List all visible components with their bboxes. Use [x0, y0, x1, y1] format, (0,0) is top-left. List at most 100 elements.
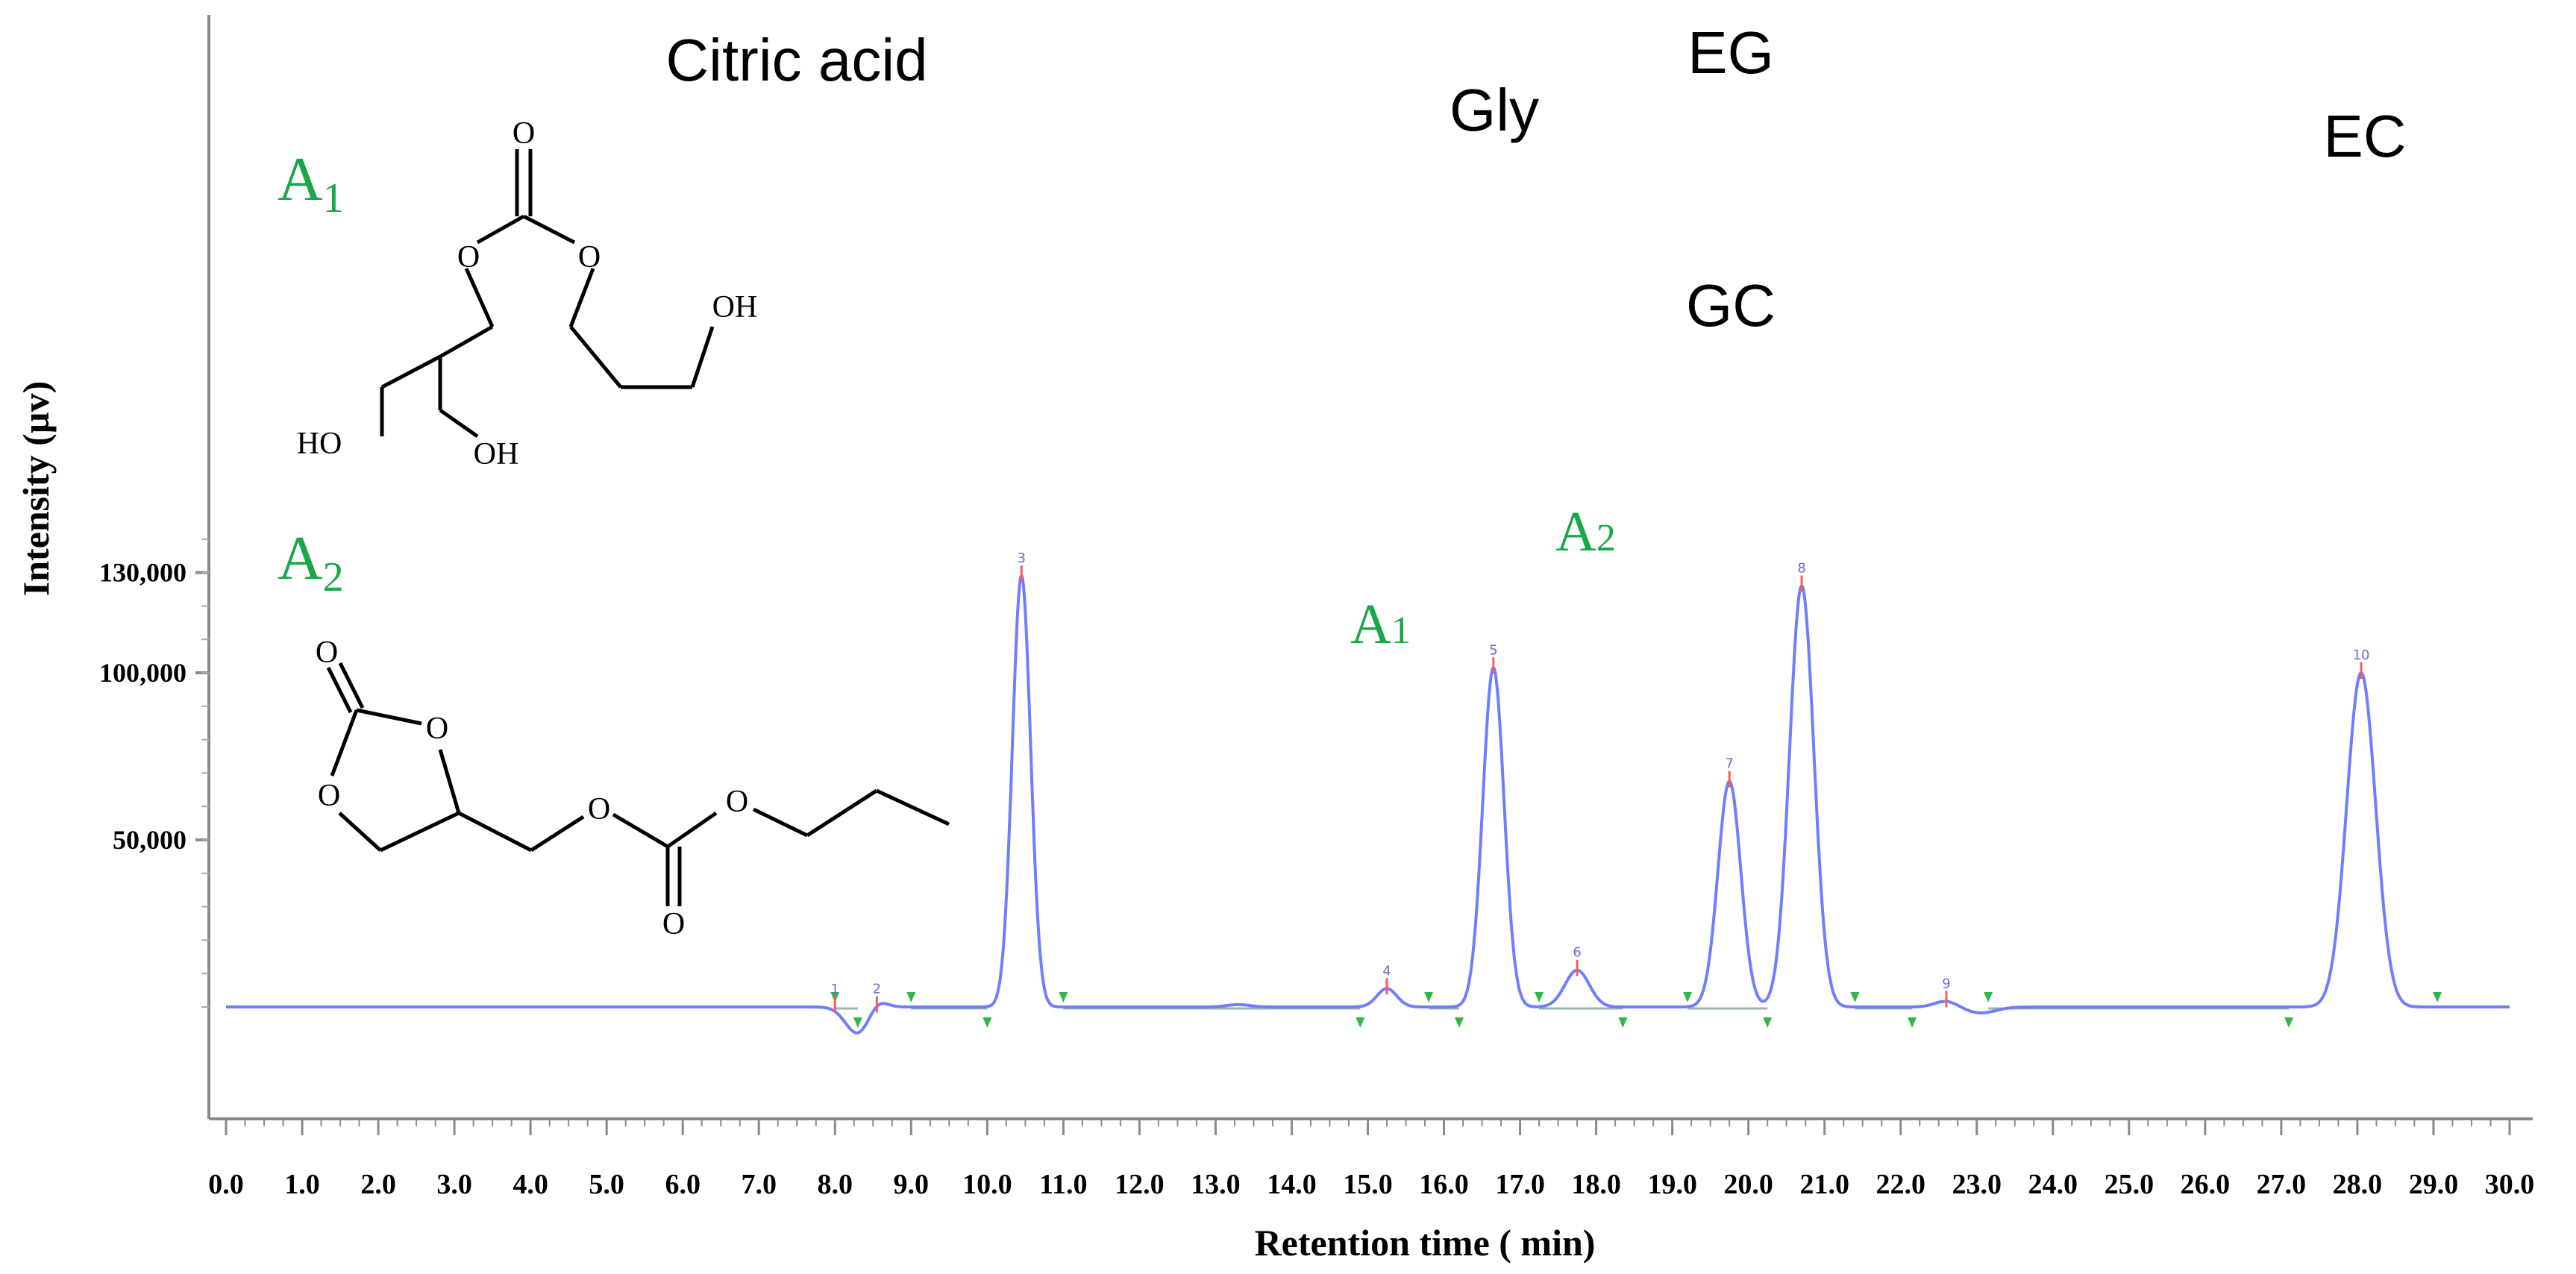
peak-number: 1	[831, 982, 839, 997]
integration-marker	[983, 1017, 992, 1028]
structure-a2-label-sub: 2	[323, 554, 344, 600]
peak-label-a1: A1	[1350, 593, 1411, 656]
x-axis: 0.0 1.0 2.0 3.0 4.0 5.0 6.0 7.0 8.0 9.0 10.0 11.0 12…	[208, 1119, 2534, 1200]
structure-a2-bonds	[326, 662, 950, 906]
integration-markers	[830, 992, 2442, 1028]
x-tick-label: 14.0	[1267, 1169, 1317, 1200]
structure-a2-ring-o-left: O	[318, 779, 340, 813]
x-tick-label: 22.0	[1875, 1169, 1925, 1200]
integration-marker	[1424, 992, 1434, 1002]
structure-a2-carbonyl-o-bottom: O	[662, 907, 685, 941]
structure-a1-ho-left: HO	[297, 427, 342, 461]
structure-a1-label-main: A	[278, 145, 323, 214]
integration-marker	[1984, 992, 1993, 1002]
integration-marker	[1059, 992, 1068, 1002]
x-tick-label: 13.0	[1191, 1169, 1241, 1200]
x-tick-label: 2.0	[360, 1169, 396, 1200]
x-tick-label: 9.0	[894, 1169, 930, 1200]
peak-number: 7	[1725, 756, 1733, 772]
y-axis-title: Intensity (µv)	[15, 381, 57, 597]
x-tick-label: 28.0	[2333, 1169, 2383, 1200]
y-tick-label: 130,000	[99, 558, 187, 588]
x-tick-label: 7.0	[741, 1169, 777, 1200]
x-tick-label: 16.0	[1419, 1169, 1469, 1200]
integration-marker	[2284, 1017, 2294, 1028]
x-tick-label: 0.0	[208, 1169, 244, 1200]
structure-a2-ester-o-1: O	[588, 792, 610, 826]
peak-number: 4	[1382, 963, 1391, 979]
peak-number: 5	[1489, 642, 1497, 658]
structure-a1-ester-o-left: O	[457, 240, 480, 274]
x-tick-label: 8.0	[818, 1169, 853, 1200]
peak-number: 10	[2353, 647, 2370, 663]
structure-a1-oh-mid: OH	[474, 437, 519, 471]
y-axis: 50,000 100,000 130,000	[99, 538, 209, 1008]
x-tick-label: 24.0	[2028, 1169, 2078, 1200]
structure-a2: A2 O O O O O O	[278, 524, 950, 941]
structure-a1-ester-o-right: O	[578, 240, 601, 274]
peak-number: 9	[1942, 976, 1950, 992]
peak-label-a2-main: A	[1555, 501, 1596, 563]
integration-marker	[2433, 992, 2442, 1002]
chromatogram-trace	[226, 574, 2510, 1035]
x-tick-label: 18.0	[1571, 1169, 1621, 1200]
structure-a2-ring-o-right: O	[426, 712, 448, 746]
y-tick-label: 100,000	[99, 658, 187, 688]
structure-a1: A1 O O O OH HO OH	[278, 116, 757, 471]
x-tick-label: 27.0	[2257, 1169, 2307, 1200]
integration-marker	[1763, 1017, 1773, 1028]
structure-a2-carbonyl-o: O	[316, 636, 338, 670]
peak-number: 2	[873, 981, 881, 997]
peak-number: 8	[1797, 561, 1805, 577]
x-tick-label: 23.0	[1952, 1169, 2002, 1200]
integration-marker	[1535, 992, 1544, 1002]
x-tick-label: 25.0	[2105, 1169, 2154, 1200]
x-tick-label: 21.0	[1799, 1169, 1849, 1200]
x-tick-label: 10.0	[962, 1169, 1012, 1200]
peak-label-a1-sub: 1	[1391, 609, 1411, 652]
integration-marker	[853, 1017, 862, 1028]
x-tick-label: 3.0	[436, 1169, 472, 1200]
x-tick-label: 20.0	[1723, 1169, 1773, 1200]
structure-a1-carbonyl-o: O	[513, 116, 535, 151]
integration-marker	[1356, 1017, 1365, 1028]
structure-a1-oh-right: OH	[712, 290, 758, 324]
structure-a1-label-sub: 1	[323, 175, 344, 222]
peak-label-eg: EG	[1687, 19, 1774, 86]
x-tick-label: 1.0	[284, 1169, 320, 1200]
x-tick-label: 12.0	[1115, 1169, 1165, 1200]
x-tick-label: 19.0	[1647, 1169, 1697, 1200]
integration-marker	[906, 992, 916, 1002]
peak-label-ec: EC	[2323, 103, 2406, 169]
peak-label-gly: Gly	[1450, 77, 1539, 143]
peak-label-gc: GC	[1686, 272, 1776, 339]
structure-a1-bonds	[380, 149, 715, 439]
peak-number: 6	[1573, 945, 1581, 961]
integration-marker	[1908, 1017, 1917, 1028]
peak-label-a1-main: A	[1350, 593, 1391, 656]
x-tick-label: 6.0	[665, 1169, 701, 1200]
structure-a2-ester-o-2: O	[726, 785, 748, 819]
integration-marker	[1850, 992, 1860, 1002]
x-tick-label: 17.0	[1495, 1169, 1545, 1200]
peak-label-a2: A2	[1555, 501, 1616, 563]
structure-a1-label: A1	[278, 145, 344, 222]
structure-a2-label-main: A	[278, 524, 323, 593]
y-tick-label: 50,000	[113, 825, 187, 855]
integration-marker	[1454, 1017, 1464, 1028]
peak-number: 3	[1018, 550, 1026, 566]
structure-a2-label: A2	[278, 524, 344, 600]
x-tick-label: 11.0	[1039, 1169, 1087, 1200]
x-tick-label: 29.0	[2409, 1169, 2459, 1200]
x-tick-label: 5.0	[589, 1169, 624, 1200]
x-tick-label: 30.0	[2485, 1169, 2535, 1200]
peak-numbers: 1 2 3 4 5 6 7 8 9 10	[831, 550, 2370, 1013]
x-tick-label: 4.0	[513, 1169, 548, 1200]
x-tick-label: 15.0	[1343, 1169, 1393, 1200]
x-tick-label: 26.0	[2181, 1169, 2231, 1200]
peak-label-citric-acid: Citric acid	[665, 27, 927, 93]
integration-marker	[1618, 1017, 1628, 1028]
integration-marker	[1683, 992, 1693, 1002]
x-axis-title: Retention time ( min)	[1255, 1222, 1596, 1264]
